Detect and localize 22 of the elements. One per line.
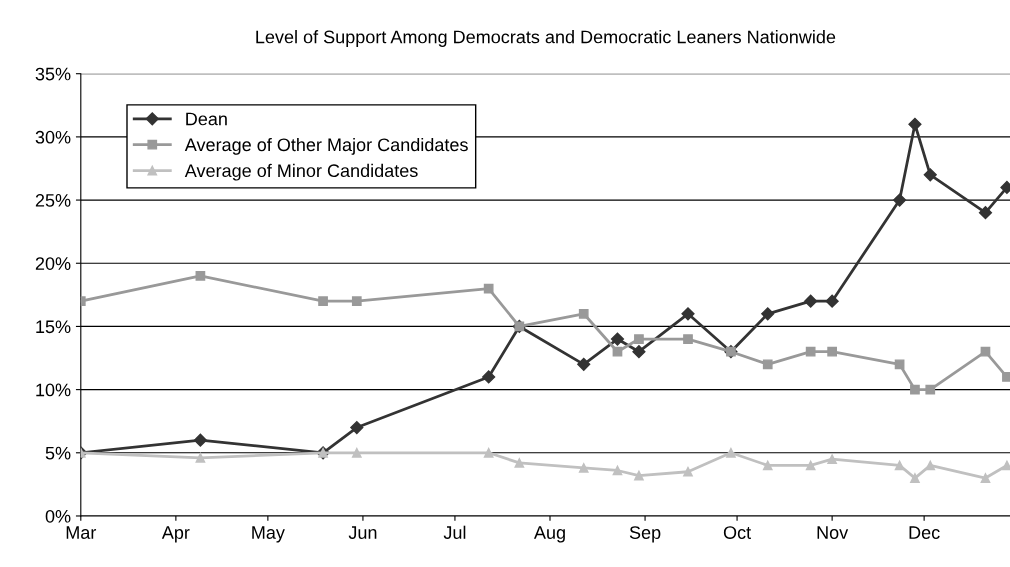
legend-label: Average of Minor Candidates xyxy=(184,163,418,181)
x-tick-label: Oct xyxy=(723,526,751,539)
x-tick-label: Apr xyxy=(161,526,190,543)
y-tick-label: 30% xyxy=(35,130,71,144)
chart-title: Level of Support Among Democrats and Democratic Leaners Nationwide xyxy=(256,30,836,47)
x-tick-label: Jul xyxy=(443,525,466,539)
legend-label: Average of Other Major Candidates xyxy=(184,137,468,155)
x-tick-label: Nov xyxy=(817,526,849,539)
y-tick-label: 25% xyxy=(35,194,71,207)
x-tick-label: Sep xyxy=(629,526,661,543)
x-tick-label: Aug xyxy=(533,526,565,543)
x-tick-label: Mar xyxy=(66,526,97,539)
x-tick-label: May xyxy=(252,526,285,543)
y-tick-label: 0% xyxy=(45,509,71,523)
y-tick-label: 5% xyxy=(45,446,71,460)
y-tick-label: 15% xyxy=(36,320,71,334)
legend-label: Dean xyxy=(186,112,227,126)
y-tick-label: 20% xyxy=(35,257,71,270)
x-tick-label: Dec xyxy=(909,526,940,539)
y-tick-label: 10% xyxy=(36,383,71,397)
y-tick-label: 35% xyxy=(35,67,71,81)
x-tick-label: Jun xyxy=(348,526,377,539)
